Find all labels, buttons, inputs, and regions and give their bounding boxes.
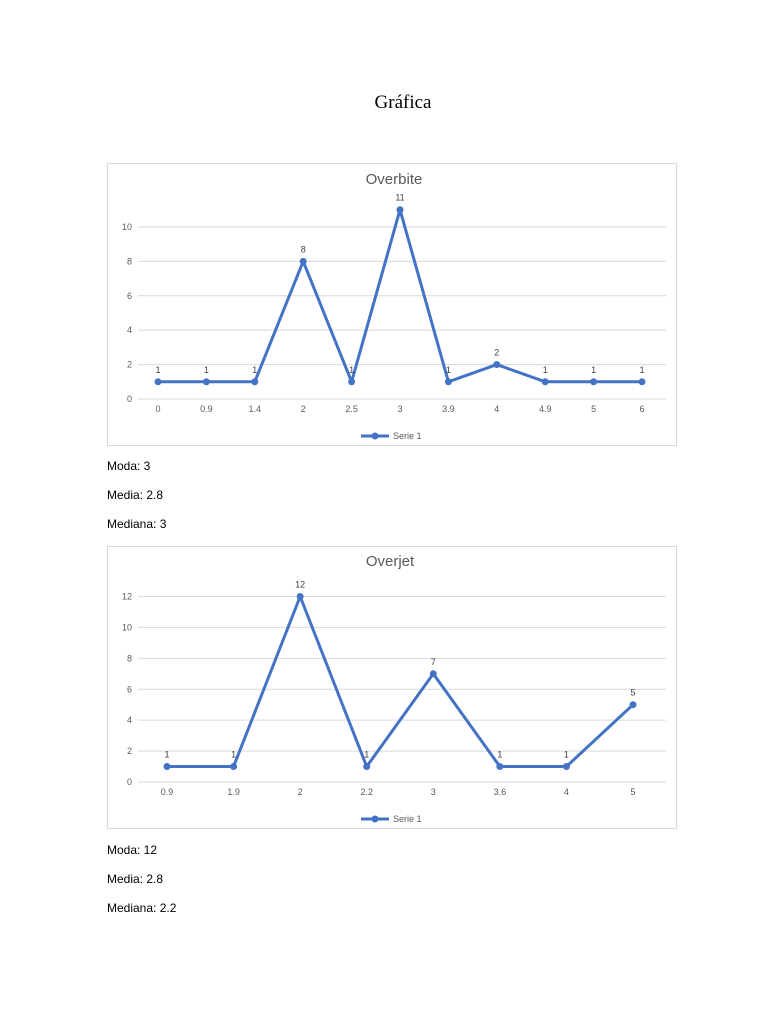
x-tick-label: 2.5 (345, 404, 358, 414)
data-label: 5 (630, 688, 635, 698)
data-point (202, 378, 210, 386)
overjet-media: Media: 2.8 (107, 872, 164, 886)
data-label: 1 (446, 365, 451, 375)
x-tick-label: 2 (301, 404, 306, 414)
data-point (163, 763, 171, 771)
y-tick-label: 0 (127, 394, 132, 404)
legend-label: Serie 1 (393, 814, 422, 824)
data-label: 1 (543, 365, 548, 375)
legend-marker (371, 815, 379, 823)
data-point (629, 701, 637, 709)
x-tick-label: 1.4 (249, 404, 262, 414)
data-label: 11 (395, 193, 404, 203)
data-label: 1 (252, 365, 257, 375)
x-tick-label: 0 (155, 404, 160, 414)
data-label: 8 (301, 244, 306, 254)
data-point (299, 257, 307, 265)
x-tick-label: 3 (397, 404, 402, 414)
data-point (230, 763, 238, 771)
legend-label: Serie 1 (393, 431, 422, 441)
data-point (444, 378, 452, 386)
x-tick-label: 0.9 (161, 787, 174, 797)
x-tick-label: 5 (630, 787, 635, 797)
data-point (363, 763, 371, 771)
data-label: 1 (591, 365, 596, 375)
data-label: 2 (494, 348, 499, 358)
x-tick-label: 5 (591, 404, 596, 414)
overjet-moda: Moda: 12 (107, 843, 158, 857)
data-point (348, 378, 356, 386)
x-tick-label: 6 (639, 404, 644, 414)
overbite-media: Media: 2.8 (107, 488, 164, 502)
y-tick-label: 8 (127, 653, 132, 663)
data-label: 7 (431, 657, 436, 667)
x-tick-label: 3 (431, 787, 436, 797)
chart-title: Overbite (366, 171, 423, 188)
y-tick-label: 10 (122, 622, 132, 632)
data-point (496, 763, 504, 771)
data-point (590, 378, 598, 386)
y-tick-label: 6 (127, 684, 132, 694)
overjet-chart-svg: Overjet 0 2 4 6 8 10 12 0.9 1.9 2 2.2 3 3.6 4 5 1 1 12 1 7 1 1… (122, 553, 666, 824)
y-tick-label: 4 (127, 325, 132, 335)
data-label: 1 (349, 365, 354, 375)
x-tick-label: 3.6 (494, 787, 507, 797)
x-tick-label: 4 (494, 404, 499, 414)
overbite-moda: Moda: 3 (107, 459, 151, 473)
legend-marker (371, 432, 379, 440)
y-tick-label: 8 (127, 256, 132, 266)
data-point (251, 378, 259, 386)
data-label: 12 (295, 580, 305, 590)
data-point (429, 670, 437, 678)
x-tick-label: 0.9 (200, 404, 213, 414)
data-label: 1 (155, 365, 160, 375)
y-tick-label: 6 (127, 291, 132, 301)
chart-title: Overjet (366, 553, 415, 570)
page-title: Gráfica (374, 92, 432, 113)
overbite-mediana: Mediana: 3 (107, 517, 167, 531)
data-label: 1 (497, 750, 502, 760)
x-tick-label: 1.9 (227, 787, 240, 797)
data-label: 1 (204, 365, 209, 375)
y-tick-label: 10 (122, 222, 132, 232)
x-tick-label: 2 (298, 787, 303, 797)
data-label: 1 (164, 750, 169, 760)
y-tick-label: 2 (127, 360, 132, 370)
data-label: 1 (639, 365, 644, 375)
x-tick-label: 4 (564, 787, 569, 797)
series-line (167, 595, 635, 769)
data-point (638, 378, 646, 386)
data-label: 1 (364, 750, 369, 760)
overjet-mediana: Mediana: 2.2 (107, 901, 177, 915)
x-tick-label: 2.2 (360, 787, 373, 797)
data-label: 1 (231, 750, 236, 760)
overbite-chart: Overbite 0 2 4 6 8 10 0 0.9 1.4 2 2.5 3 3.9 4 4.9 5 6 1 1 1 8… (107, 163, 677, 446)
y-tick-label: 4 (127, 715, 132, 725)
x-tick-label: 3.9 (442, 404, 455, 414)
data-point (562, 763, 570, 771)
data-label: 1 (564, 750, 569, 760)
overjet-chart: Overjet 0 2 4 6 8 10 12 0.9 1.9 2 2.2 3 3.6 4 5 1 1 12 1 7 1 1… (107, 546, 677, 829)
y-tick-label: 0 (127, 777, 132, 787)
data-point (296, 593, 304, 600)
x-tick-label: 4.9 (539, 404, 552, 414)
y-tick-label: 12 (122, 592, 132, 602)
data-point (493, 361, 501, 369)
data-point (154, 378, 162, 386)
data-point (396, 206, 404, 214)
y-tick-label: 2 (127, 746, 132, 756)
data-point (541, 378, 549, 386)
